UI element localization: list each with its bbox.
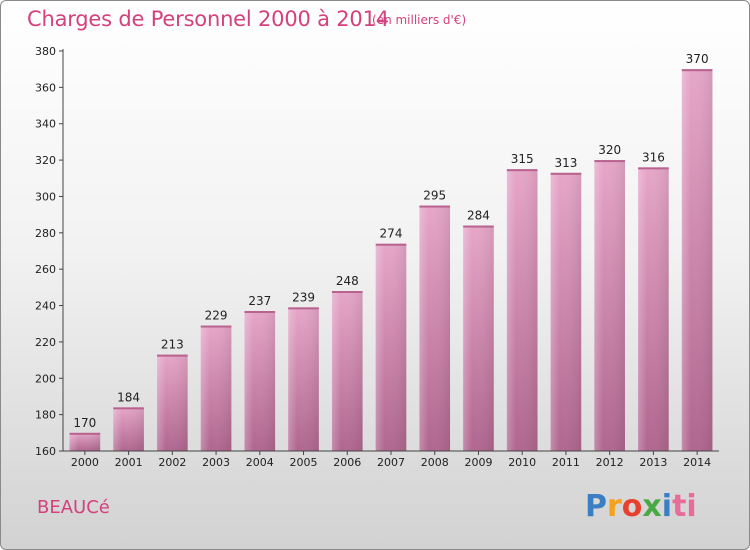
chart-subtitle: (en milliers d'€): [372, 13, 467, 27]
x-tick-label: 2001: [115, 456, 143, 469]
data-label: 370: [686, 52, 709, 66]
bar-top-edge: [200, 325, 232, 328]
y-tick-label: 320: [35, 154, 56, 167]
bar-top-edge: [681, 69, 713, 72]
y-tick-label: 180: [35, 409, 56, 422]
x-tick-label: 2008: [421, 456, 449, 469]
y-axis: 160 180 200 220 240 260 280 300 320 340 360 380: [35, 45, 64, 458]
bar-shade: [375, 243, 407, 451]
y-tick-label: 340: [35, 118, 56, 131]
y-tick-label: 220: [35, 336, 56, 349]
bar-shade: [200, 325, 232, 451]
bar-top-edge: [506, 169, 538, 172]
bar-top-edge: [157, 354, 188, 357]
x-tick-label: 2013: [639, 456, 667, 469]
bar-top-edge: [288, 307, 319, 310]
logo-letter: r: [607, 489, 622, 524]
bar-shade: [69, 432, 101, 451]
y-tick-label: 200: [35, 372, 56, 385]
bars: 170 184 213 229 237 239 248 274 295 284 315 313 320 3…: [69, 52, 713, 451]
data-label: 248: [336, 274, 359, 288]
x-tick-label: 2000: [71, 456, 99, 469]
logo-letter: P: [585, 489, 607, 524]
proxiti-logo: Proxiti: [585, 489, 697, 524]
data-label: 213: [161, 338, 184, 352]
data-label: 316: [642, 150, 665, 164]
x-tick-label: 2010: [508, 456, 536, 469]
bar-top-edge: [463, 225, 494, 228]
bar-top-edge: [419, 205, 451, 208]
bar-top-edge: [638, 167, 669, 170]
bar-shade: [157, 354, 188, 451]
bar-top-edge: [113, 407, 144, 410]
y-tick-label: 380: [35, 45, 56, 58]
bar-shade: [550, 172, 582, 451]
data-label: 237: [248, 294, 271, 308]
x-axis: 2000 2001 2002 2003 2004 2005 2006 2007 2008 2009…: [63, 450, 719, 469]
x-tick-label: 2006: [333, 456, 361, 469]
bar-shade: [638, 167, 669, 451]
bar-top-edge: [550, 172, 582, 175]
bar-shade: [113, 407, 144, 451]
bar-shade: [463, 225, 494, 451]
data-label: 295: [423, 189, 446, 203]
x-tick-label: 2009: [464, 456, 492, 469]
y-tick-label: 260: [35, 263, 56, 276]
y-tick-label: 160: [35, 445, 56, 458]
x-tick-label: 2004: [246, 456, 274, 469]
bar-shade: [594, 160, 625, 451]
bar-shade: [506, 169, 538, 451]
logo-letter: x: [642, 489, 662, 524]
bar-shade: [419, 205, 451, 451]
x-tick-label: 2007: [377, 456, 405, 469]
chart-title: Charges de Personnel 2000 à 2014: [27, 7, 389, 31]
x-tick-label: 2002: [158, 456, 186, 469]
data-label: 229: [205, 309, 228, 323]
data-label: 284: [467, 209, 490, 223]
bar-top-edge: [69, 432, 101, 435]
bar-shade: [244, 311, 276, 451]
data-label: 313: [554, 156, 577, 170]
x-tick-label: 2012: [596, 456, 624, 469]
y-tick-label: 280: [35, 227, 56, 240]
bar-shade: [288, 307, 319, 451]
bar-top-edge: [594, 160, 625, 163]
data-label: 274: [380, 227, 403, 241]
logo-letter: ti: [672, 489, 697, 524]
y-tick-label: 240: [35, 300, 56, 313]
bar-shade: [331, 291, 363, 451]
logo-letter: i: [661, 489, 673, 524]
data-label: 239: [292, 290, 315, 304]
bar-top-edge: [244, 311, 276, 313]
bar-top-edge: [331, 291, 363, 293]
y-tick-label: 360: [35, 81, 56, 94]
x-tick-label: 2014: [683, 456, 711, 469]
x-tick-label: 2011: [552, 456, 580, 469]
bar-top-edge: [375, 243, 407, 246]
x-tick-label: 2003: [202, 456, 230, 469]
x-tick-label: 2005: [290, 456, 318, 469]
logo-letter: o: [621, 489, 643, 524]
data-label: 170: [73, 416, 96, 430]
commune-name: BEAUCé: [37, 497, 110, 518]
data-label: 184: [117, 390, 140, 404]
data-label: 320: [598, 143, 621, 157]
data-label: 315: [511, 152, 534, 166]
bar-shade: [681, 69, 713, 451]
y-tick-label: 300: [35, 190, 56, 203]
